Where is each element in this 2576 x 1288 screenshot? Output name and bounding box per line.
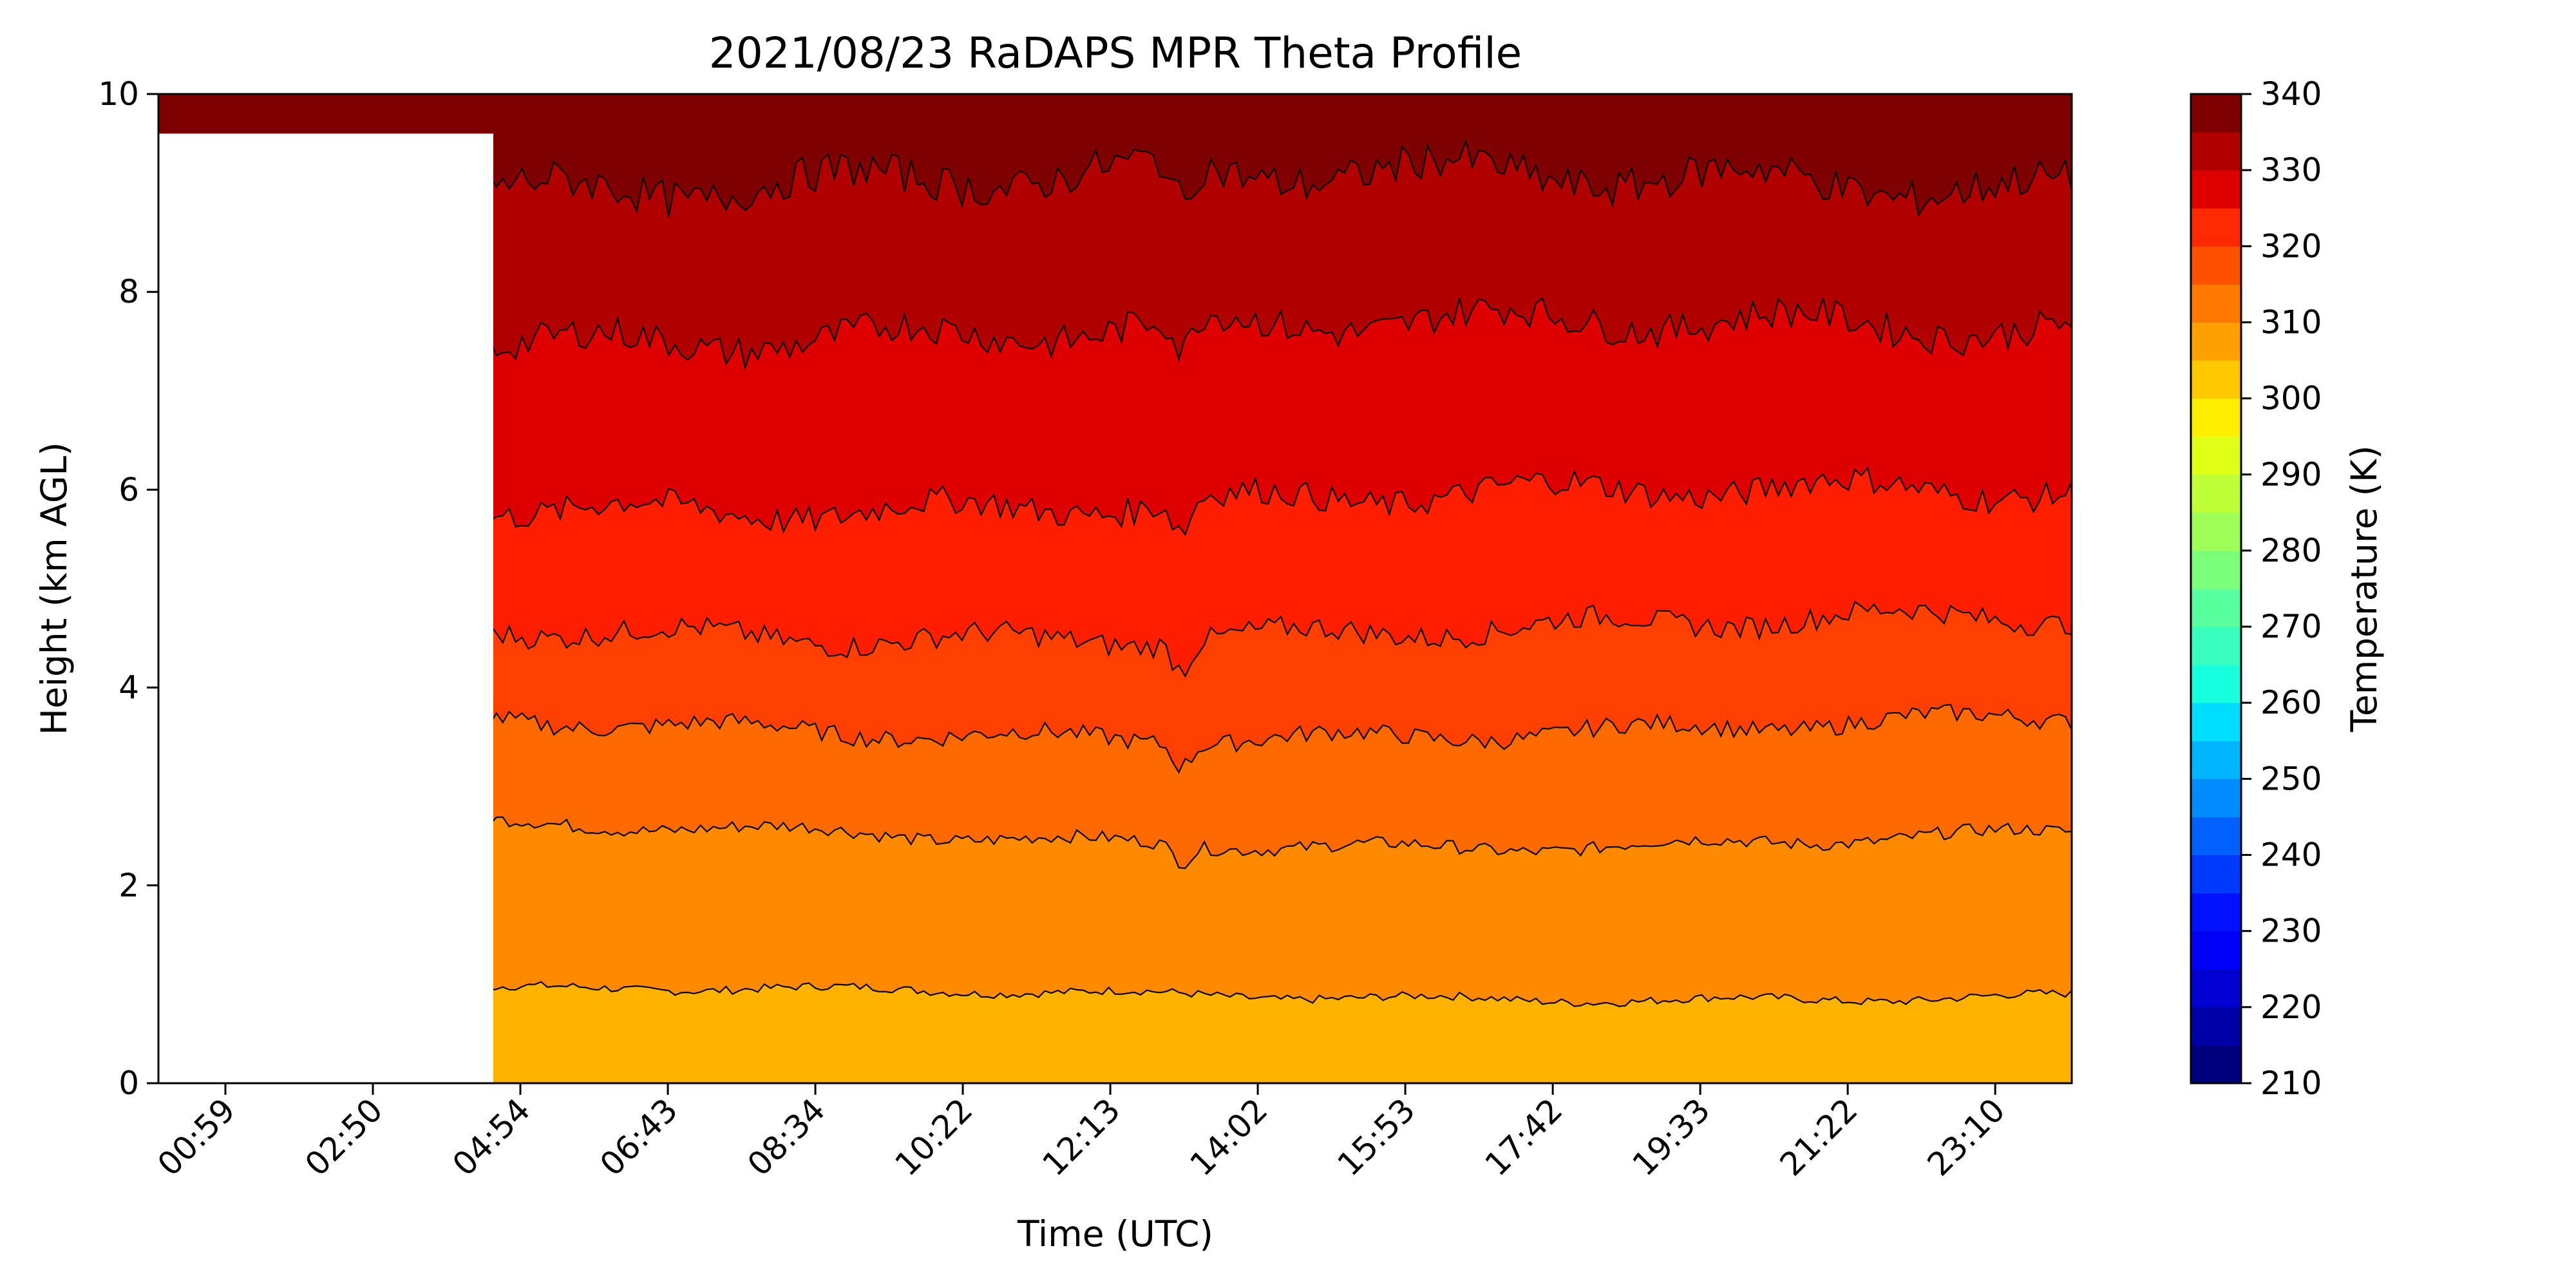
data-gap: [158, 133, 493, 1084]
colorbar-segment: [2191, 779, 2241, 817]
colorbar-segment: [2191, 550, 2241, 589]
colorbar-segment: [2191, 665, 2241, 703]
colorbar-segment: [2191, 322, 2241, 361]
colorbar-tick-label: 280: [2260, 532, 2322, 569]
colorbar-tick-label: 330: [2260, 151, 2322, 189]
colorbar-tick-label: 220: [2260, 989, 2322, 1026]
contour-fill: [158, 94, 2072, 1084]
colorbar-segment: [2191, 284, 2241, 323]
chart-title: 2021/08/23 RaDAPS MPR Theta Profile: [709, 28, 1522, 78]
x-axis-label: Time (UTC): [1017, 1213, 1213, 1255]
plot-area: [157, 93, 2073, 1084]
plot-frame: [157, 93, 2073, 1084]
colorbar-segment: [2191, 741, 2241, 779]
y-axis-label: Height (km AGL): [33, 442, 75, 735]
colorbar-segment: [2191, 208, 2241, 247]
colorbar-segment: [2191, 1007, 2241, 1046]
colorbar-tick-label: 340: [2260, 75, 2322, 113]
colorbar-segment: [2191, 855, 2241, 894]
colorbar-segment: [2191, 94, 2241, 133]
colorbar-segment: [2191, 589, 2241, 627]
colorbar-tick-label: 250: [2260, 760, 2322, 797]
colorbar-ticks: 210 220 230 240 250 260 270 280 290 300 310 320 330 3…: [2241, 75, 2322, 1102]
y-tick-label: 4: [118, 669, 139, 706]
y-tick-label: 0: [118, 1065, 139, 1102]
colorbar-segment: [2191, 132, 2241, 171]
colorbar-tick-label: 270: [2260, 608, 2322, 645]
colorbar-segment: [2191, 627, 2241, 665]
y-tick-label: 10: [98, 75, 139, 113]
colorbar-segment: [2191, 398, 2241, 437]
colorbar: 210 220 230 240 250 260 270 280 290 300 310 320 330 3…: [2190, 75, 2322, 1102]
y-tick-label: 2: [118, 867, 139, 904]
colorbar-segment: [2191, 931, 2241, 970]
colorbar-segments: [2191, 94, 2241, 1084]
y-tick-label: 8: [118, 273, 139, 310]
colorbar-tick-label: 230: [2260, 913, 2322, 950]
colorbar-segment: [2191, 1045, 2241, 1084]
colorbar-tick-label: 310: [2260, 303, 2322, 341]
y-tick-label: 6: [118, 471, 139, 508]
colorbar-segment: [2191, 474, 2241, 513]
colorbar-segment: [2191, 170, 2241, 209]
colorbar-segment: [2191, 703, 2241, 741]
colorbar-segment: [2191, 512, 2241, 551]
colorbar-segment: [2191, 246, 2241, 285]
colorbar-tick-label: 290: [2260, 456, 2322, 493]
colorbar-tick-label: 300: [2260, 380, 2322, 417]
colorbar-frame: [2190, 93, 2242, 1084]
colorbar-tick-label: 240: [2260, 837, 2322, 874]
colorbar-tick-label: 320: [2260, 227, 2322, 265]
colorbar-segment: [2191, 360, 2241, 399]
colorbar-segment: [2191, 436, 2241, 475]
band-surface: [158, 1071, 2072, 1083]
colorbar-tick-label: 210: [2260, 1065, 2322, 1102]
data-gaps: [158, 133, 493, 1084]
y-axis: 0 2 4 6 8 10: [98, 75, 158, 1102]
colorbar-segment: [2191, 969, 2241, 1008]
colorbar-segment: [2191, 817, 2241, 856]
colorbar-tick-label: 260: [2260, 684, 2322, 721]
colorbar-segment: [2191, 893, 2241, 932]
band-305: [158, 981, 2072, 1083]
colorbar-label: Temperature (K): [2344, 446, 2385, 733]
